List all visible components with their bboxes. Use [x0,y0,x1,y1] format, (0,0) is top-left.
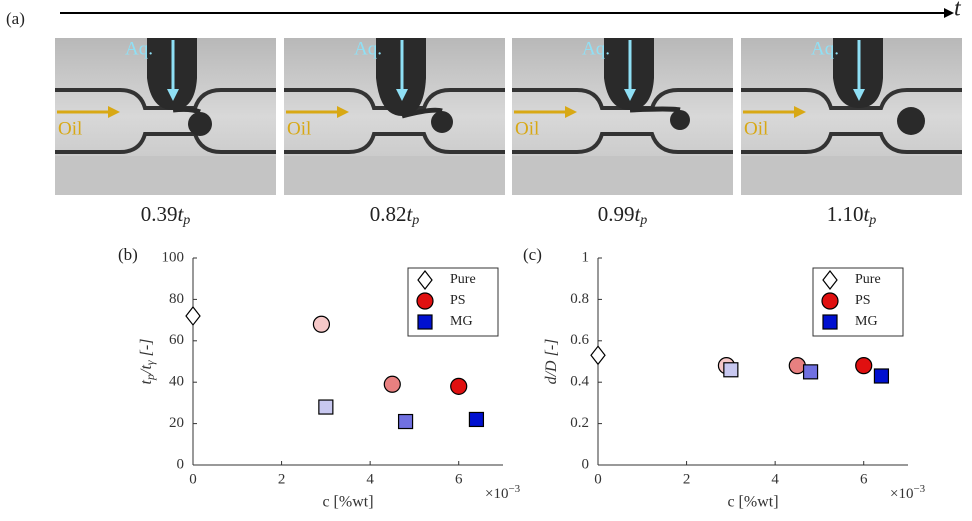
x-multiplier: ×10−3 [890,483,926,503]
caption-value: 0.39 [141,202,178,226]
x-tick-label: 4 [366,471,374,487]
x-tick-label: 6 [455,471,463,487]
legend-label: MG [450,314,473,329]
snapshot-caption: 0.39tp [141,202,191,228]
y-tick-label: 80 [169,291,184,307]
multiplier-base: ×10 [485,486,508,502]
caption-subscript: p [182,213,190,228]
x-tick-label: 4 [771,471,779,487]
aqueous-label: Aq. [125,38,153,59]
x-tick-label: 0 [189,471,197,487]
neck [173,109,200,112]
snapshot-caption: 0.99tp [598,202,648,228]
x-axis-label: c [%wt] [322,494,373,511]
oil-label: Oil [744,118,768,139]
time-axis-label: t [954,0,962,22]
x-axis-label: c [%wt] [727,494,778,511]
y-tick-label: 20 [169,415,184,431]
caption-subscript: p [411,213,419,228]
legend-marker [822,293,838,309]
data-point [319,400,333,414]
y-tick-label: 0 [582,456,590,472]
legend-label: MG [855,314,878,329]
data-point [399,415,413,429]
panel-label: (a) [6,9,25,28]
x-multiplier: ×10−3 [485,483,521,503]
caption-value: 0.82 [370,202,407,226]
y-tick-label: 0.8 [570,291,589,307]
snapshot: Aq. Oil [284,38,505,195]
y-label-subscript: p [143,374,157,381]
y-label-text: /t [138,365,155,375]
channel-floor [284,156,505,195]
channel-floor [741,156,962,195]
legend-label: PS [450,293,466,308]
snapshot: Aq. Oil [512,38,733,195]
legend-label: Pure [450,272,476,287]
droplet [188,112,212,136]
legend-label: Pure [855,272,881,287]
droplet [431,111,453,133]
droplet [897,107,925,135]
aqueous-label: Aq. [811,38,839,59]
legend-label: PS [855,293,871,308]
x-tick-label: 6 [860,471,868,487]
data-point [789,358,805,374]
multiplier-base: ×10 [890,486,913,502]
x-tick-label: 2 [278,471,286,487]
data-point [804,365,818,379]
legend-marker [823,315,837,329]
y-label-text: [-] [138,339,155,361]
snapshot: Aq. Oil [55,38,276,195]
y-tick-label: 0.4 [570,374,589,390]
data-point [874,369,888,383]
data-point [313,316,329,332]
y-tick-label: 100 [162,249,185,265]
snapshot-caption: 0.82tp [370,202,420,228]
caption-value: 1.10 [827,202,864,226]
data-point [856,358,872,374]
snapshot-caption: 1.10tp [827,202,877,228]
oil-label: Oil [58,118,82,139]
y-tick-label: 60 [169,332,184,348]
data-point [469,412,483,426]
oil-label: Oil [287,118,311,139]
aqueous-label: Aq. [582,38,610,59]
figure: (a) t Aq. Oil 0.39tp Aq. Oil 0.82tp Aq. Oil 0.99… [0,0,972,521]
multiplier-exponent: −3 [913,483,925,495]
multiplier-exponent: −3 [508,483,520,495]
y-tick-label: 0.6 [570,332,589,348]
caption-value: 0.99 [598,202,635,226]
channel-floor [55,156,276,195]
data-point [724,363,738,377]
aqueous-label: Aq. [354,38,382,59]
caption-subscript: p [639,213,647,228]
x-tick-label: 2 [683,471,691,487]
channel-floor [512,156,733,195]
y-axis-label: tp/tγ [-] [138,339,157,385]
data-point [384,376,400,392]
y-tick-label: 0.2 [570,415,589,431]
y-tick-label: 1 [582,249,590,265]
oil-label: Oil [515,118,539,139]
droplet [670,110,690,130]
y-tick-label: 40 [169,374,184,390]
snapshot: Aq. Oil [741,38,962,195]
y-tick-label: 0 [177,456,185,472]
x-tick-label: 0 [594,471,602,487]
neck [630,109,680,110]
legend-marker [417,293,433,309]
legend-marker [418,315,432,329]
data-point [451,378,467,394]
panel-label: (b) [118,245,138,264]
y-axis-label: d/D [-] [543,339,560,385]
panel-label: (c) [523,245,542,264]
caption-subscript: p [868,213,876,228]
y-label-text: d/D [-] [543,339,560,385]
